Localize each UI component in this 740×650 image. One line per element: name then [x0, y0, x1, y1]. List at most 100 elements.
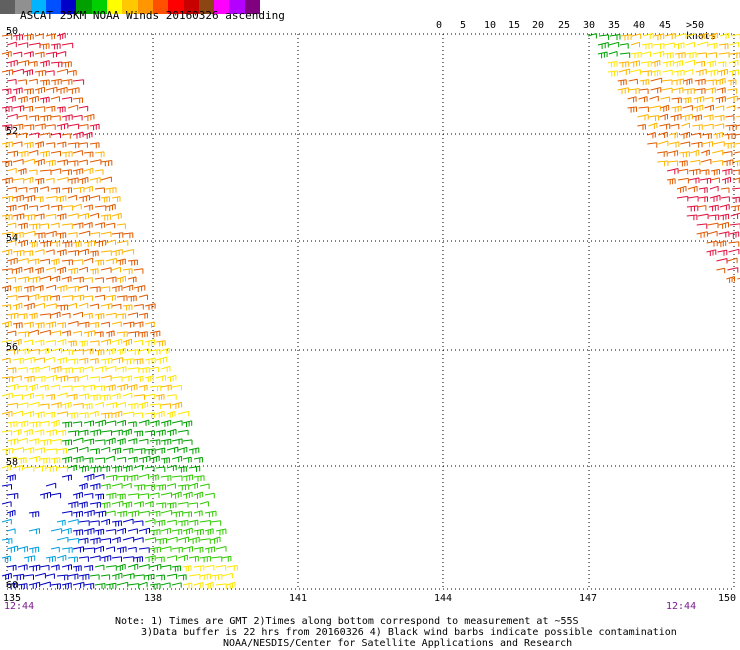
wind-barb [732, 177, 740, 184]
wind-barb [50, 43, 61, 50]
wind-barb [72, 403, 84, 409]
wind-barb [72, 385, 85, 391]
wind-barb [89, 159, 102, 165]
wind-barb [28, 42, 41, 49]
wind-barb [111, 483, 123, 489]
wind-barb [1, 268, 13, 274]
wind-barb [116, 258, 126, 266]
wind-barb [210, 536, 221, 544]
wind-barb [122, 358, 135, 365]
wind-barb [34, 447, 45, 454]
wind-barb [116, 438, 126, 445]
wind-barb [72, 421, 83, 427]
wind-barb [193, 456, 203, 463]
wind-barb [675, 33, 687, 39]
wind-barb [716, 77, 726, 85]
wind-barb [39, 150, 50, 158]
wind-barb [89, 483, 101, 490]
wind-barb [171, 475, 183, 481]
wind-barb [17, 150, 29, 158]
wind-barb [78, 556, 89, 562]
wind-barb [116, 493, 126, 500]
wind-barb [94, 457, 106, 463]
wind-barb [608, 41, 620, 48]
wind-barb [127, 312, 138, 318]
wind-barb [105, 222, 116, 229]
wind-barb [61, 401, 72, 409]
wind-barb [78, 230, 91, 237]
wind-barb [650, 77, 663, 84]
wind-barb [61, 276, 72, 283]
wind-barb [83, 204, 93, 211]
wind-barb [67, 250, 79, 256]
wind-barb [78, 302, 89, 309]
wind-barb [56, 51, 67, 57]
wind-barb [39, 275, 51, 282]
wind-barb [177, 466, 187, 473]
wind-barb [133, 556, 143, 563]
wind-barb [12, 410, 24, 417]
wind-barb [716, 87, 726, 94]
wind-barb [23, 302, 35, 310]
wind-barb [56, 519, 66, 526]
wind-barb [6, 59, 18, 67]
wind-barb [28, 349, 40, 355]
wind-barb [160, 384, 172, 391]
wind-barb [731, 187, 740, 190]
wind-barb [155, 447, 166, 454]
wind-barb [34, 106, 46, 112]
wind-barb [149, 510, 161, 517]
wind-barb [39, 258, 50, 265]
wind-barb [638, 106, 649, 112]
wind-barb [67, 267, 79, 275]
wind-barb [56, 68, 68, 75]
wind-barb [116, 240, 129, 246]
wind-barb [127, 474, 139, 482]
wind-barb [662, 60, 674, 68]
wind-barb [56, 357, 68, 364]
wind-barb [717, 68, 728, 76]
wind-barb [111, 249, 123, 256]
wind-barb [28, 276, 41, 284]
wind-barb [717, 61, 727, 68]
wind-barb [226, 581, 236, 589]
wind-barb [166, 464, 177, 471]
wind-barb [39, 581, 51, 587]
wind-barb [6, 113, 18, 120]
wind-barb [83, 583, 95, 589]
wind-barb [122, 447, 134, 454]
wind-barb [6, 204, 17, 212]
wind-barb [6, 402, 18, 409]
wind-barb [23, 267, 34, 274]
wind-barb [160, 509, 173, 516]
wind-barb [155, 340, 166, 347]
wind-barb [28, 329, 39, 335]
wind-barb [61, 456, 73, 464]
wind-barb [50, 311, 61, 318]
wind-barb [707, 42, 718, 49]
wind-barb [45, 266, 56, 273]
wind-barb [597, 51, 608, 59]
wind-barb [155, 537, 167, 545]
wind-barb [133, 321, 144, 328]
wind-barb [640, 61, 652, 67]
wind-barb [61, 295, 74, 301]
wind-barb [67, 446, 78, 453]
wind-barb [155, 519, 166, 527]
wind-barb [45, 482, 57, 489]
wind-barb [177, 519, 189, 527]
wind-barb [17, 168, 27, 175]
legend-swatch [45, 0, 62, 14]
legend-label: 35 [608, 20, 621, 31]
wind-barb [23, 375, 35, 383]
wind-barb [149, 330, 161, 338]
wind-barb [34, 357, 45, 363]
wind-barb [12, 213, 25, 221]
wind-barb [683, 78, 693, 86]
wind-barb [707, 230, 718, 237]
wind-barb [729, 41, 740, 48]
wind-barb [729, 223, 740, 229]
wind-barb [706, 249, 717, 257]
wind-barb [28, 401, 40, 408]
wind-barb [105, 582, 117, 590]
